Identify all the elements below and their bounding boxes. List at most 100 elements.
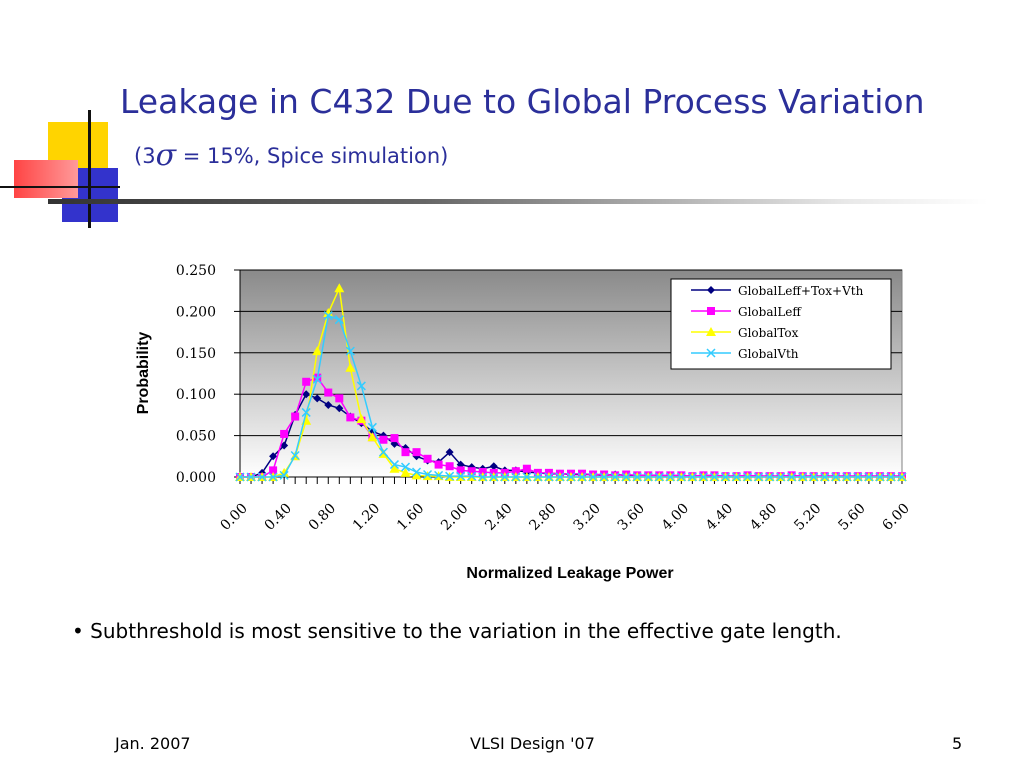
x-marker	[875, 472, 885, 482]
x-marker	[489, 472, 499, 482]
legend-label: GlobalTox	[738, 326, 799, 340]
x-marker-stroke	[489, 472, 499, 482]
x-marker-stroke	[312, 374, 322, 384]
x-marker-stroke	[566, 472, 576, 482]
x-marker-stroke	[467, 471, 477, 481]
square-marker	[412, 448, 421, 457]
x-marker	[577, 472, 587, 482]
deco-vertical-line	[88, 110, 91, 228]
x-marker	[268, 472, 278, 482]
x-marker	[665, 472, 675, 482]
bullet-text: • Subthreshold is most sensitive to the …	[72, 619, 842, 643]
series-group	[235, 283, 907, 482]
x-marker-stroke	[643, 472, 653, 482]
x-marker-stroke	[820, 472, 830, 482]
x-marker	[555, 472, 565, 482]
y-tick-label: 0.100	[176, 387, 216, 403]
triangle-marker	[323, 308, 334, 318]
x-marker	[290, 450, 300, 461]
x-marker-stroke	[842, 472, 852, 482]
x-tick-label: 3.20	[571, 501, 604, 534]
x-marker-stroke	[743, 472, 753, 482]
x-marker-stroke	[334, 315, 344, 325]
x-marker-stroke	[434, 470, 444, 480]
x-marker	[500, 472, 510, 482]
x-marker	[456, 471, 466, 481]
footer-page-number: 5	[952, 734, 963, 753]
x-marker	[345, 346, 355, 356]
x-marker-stroke	[423, 469, 433, 480]
slide-title: Leakage in C432 Due to Global Process Va…	[120, 82, 925, 121]
x-marker	[886, 472, 896, 482]
x-marker-stroke	[709, 472, 719, 482]
x-marker	[522, 472, 532, 482]
x-marker	[257, 472, 267, 482]
x-marker-stroke	[632, 472, 642, 482]
legend: GlobalLeff+Tox+Vth GlobalLeff GlobalTox Glo…	[670, 278, 892, 370]
x-marker-stroke	[864, 472, 874, 482]
square-marker	[707, 307, 715, 315]
deco-red-square	[14, 160, 78, 198]
x-tick-label: 1.20	[350, 501, 383, 534]
x-marker-stroke	[853, 472, 863, 482]
x-marker-stroke	[544, 472, 554, 482]
x-marker	[400, 462, 411, 472]
x-marker-stroke	[720, 472, 730, 482]
subtitle-prefix: (3	[134, 144, 156, 168]
x-marker-stroke	[400, 462, 411, 472]
x-marker	[787, 472, 797, 482]
x-marker	[423, 469, 433, 480]
x-marker	[467, 471, 477, 481]
triangle-marker	[400, 467, 411, 477]
x-marker	[632, 472, 642, 482]
x-marker	[334, 315, 344, 325]
deco-horizontal-line	[0, 186, 120, 188]
x-marker	[720, 472, 730, 482]
x-marker	[389, 460, 399, 470]
x-marker	[246, 472, 256, 482]
triangle-marker	[345, 362, 356, 372]
x-marker-stroke	[279, 470, 289, 480]
x-marker-stroke	[345, 346, 355, 356]
x-marker	[654, 472, 664, 482]
x-marker	[687, 472, 697, 482]
x-tick-label: 0.40	[262, 501, 295, 534]
x-marker-stroke	[654, 472, 664, 482]
x-marker-stroke	[246, 472, 256, 482]
series-globalvth	[235, 311, 907, 482]
x-marker-stroke	[389, 460, 399, 470]
x-tick-label: 4.80	[747, 501, 780, 534]
x-tick-label: 4.00	[659, 501, 692, 534]
square-marker	[456, 466, 465, 475]
x-marker	[798, 472, 808, 482]
x-marker	[544, 472, 554, 482]
square-marker	[346, 413, 355, 422]
x-marker-stroke	[765, 472, 775, 482]
x-marker	[610, 472, 620, 482]
x-marker	[897, 472, 907, 482]
square-marker	[445, 462, 454, 471]
leakage-chart: 0.000 0.050 0.100 0.150 0.200 0.250 0.00 0.40 0.…	[135, 263, 913, 582]
x-marker-stroke	[588, 472, 598, 482]
diamond-marker	[445, 448, 454, 457]
x-marker-stroke	[754, 472, 764, 482]
diamond-marker	[412, 452, 421, 461]
x-marker-stroke	[456, 471, 466, 481]
square-marker	[291, 412, 300, 421]
x-marker	[412, 467, 422, 477]
diamond-marker	[324, 400, 333, 409]
diamond-marker	[456, 460, 465, 469]
title-underline	[48, 199, 988, 204]
triangle-marker	[312, 346, 323, 356]
square-marker	[423, 454, 432, 463]
x-marker	[776, 472, 786, 482]
x-marker	[533, 472, 543, 482]
x-marker	[434, 470, 444, 480]
x-marker	[478, 472, 488, 482]
triangle-marker	[367, 432, 378, 442]
x-marker-stroke	[687, 472, 697, 482]
x-axis-label: Normalized Leakage Power	[466, 565, 673, 582]
x-marker	[864, 472, 874, 482]
diamond-marker	[335, 404, 344, 413]
legend-label: GlobalVth	[738, 347, 799, 361]
